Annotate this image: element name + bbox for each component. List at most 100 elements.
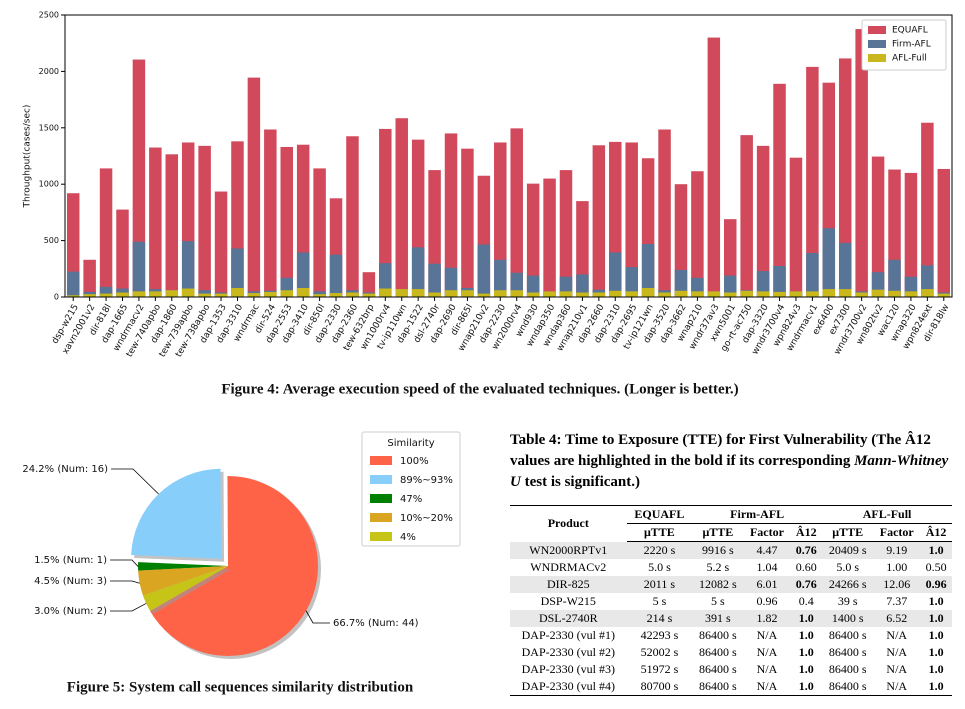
bar (132, 59, 146, 297)
bar (280, 146, 293, 297)
figure-caption: Figure 5: System call sequences similari… (67, 679, 414, 695)
caption-part: Table 4: Time to Exposure (TTE) for Firs… (510, 432, 931, 469)
leader-line (110, 559, 139, 567)
table-cell: 2220 s (626, 541, 693, 559)
bar (379, 288, 392, 297)
table-cell: 1.0 (928, 628, 944, 642)
bar (329, 254, 343, 297)
table-cell: 6.01 (743, 576, 791, 593)
bar (477, 293, 491, 297)
bar (510, 128, 523, 297)
table-cell: 12.06 (873, 576, 921, 593)
caption-part: test is significant.) (520, 474, 641, 490)
legend-swatch (370, 456, 392, 465)
table-cell: DSL-2740R (510, 610, 627, 627)
bar (855, 29, 868, 297)
bar (444, 267, 458, 297)
bar (296, 287, 310, 297)
bar (904, 172, 918, 297)
bar (280, 290, 293, 297)
legend-label: Firm-AFL (892, 40, 931, 50)
table-cell: 5 s (652, 594, 667, 608)
bar (116, 209, 129, 297)
table-cell: 0.76 (790, 541, 823, 559)
table-cell: 1.0 (798, 628, 814, 642)
table-cell: 1.0 (790, 678, 823, 696)
figure-caption: Figure 4: Average execution speed of the… (221, 381, 738, 397)
bar (66, 193, 80, 297)
table-cell: 1.0 (928, 662, 944, 676)
table-cell: 1.0 (920, 541, 952, 559)
y-tick-label: 0 (54, 293, 59, 302)
table-cell: 1.0 (920, 678, 952, 696)
table-cell: 1.0 (790, 610, 823, 627)
bar (789, 291, 803, 297)
legend-label: EQUAFL (892, 26, 928, 36)
table-cell: 1.0 (798, 662, 814, 676)
bar (99, 168, 113, 297)
legend-label: 100% (400, 456, 429, 467)
bar (921, 122, 934, 297)
table-cell: 391 s (692, 610, 744, 627)
y-tick-label: 2500 (39, 11, 59, 20)
bar (871, 156, 885, 297)
y-tick-label: 1000 (39, 180, 59, 189)
table-cell: 0.76 (790, 576, 823, 593)
table-row: DSL-2740R 214 s 391 s 1.82 1.0 1400 s 6.52 1.0 (510, 610, 952, 627)
bar (132, 291, 146, 297)
bar (313, 294, 326, 297)
bar (99, 286, 113, 297)
table-4: Table 4: Time to Exposure (TTE) for Firs… (510, 430, 952, 696)
table-cell: DSP-W215 (540, 594, 596, 608)
bar (641, 243, 655, 297)
bar (937, 168, 951, 297)
table-cell: 5.2 s (706, 560, 730, 574)
bar (526, 292, 540, 297)
bar (198, 145, 211, 297)
legend-swatch (370, 494, 392, 503)
subheader-row: μTTE μTTE Factor Â12 μTTE Factor Â12 (510, 523, 952, 542)
table-cell: 9916 s (692, 541, 744, 559)
table-caption: Table 4: Time to Exposure (TTE) for Firs… (510, 430, 952, 493)
bar (83, 259, 96, 297)
y-tick-label: 2000 (39, 67, 59, 76)
pie-slice (138, 566, 228, 596)
bar (674, 269, 688, 297)
table-cell: N/A (756, 662, 778, 676)
bar (855, 292, 868, 297)
bar (214, 191, 228, 297)
bar (773, 83, 786, 297)
table-cell: N/A (873, 678, 921, 696)
header-cell: EQUAFL (626, 505, 693, 524)
table-cell: 0.96 (756, 594, 778, 608)
bar (543, 178, 556, 297)
bar (510, 290, 523, 297)
subheader-cell: Â12 (920, 523, 952, 542)
table-row: DSP-W215 5 s 5 s 0.96 0.4 39 s 7.37 1.0 (510, 593, 952, 610)
pie-slice (138, 562, 228, 571)
bar (576, 292, 589, 297)
bar (494, 290, 507, 297)
bar (395, 289, 408, 297)
bar (494, 259, 507, 297)
bar (99, 293, 113, 297)
bar (691, 171, 704, 297)
table-cell: 1.0 (928, 594, 944, 608)
table-cell: 214 s (626, 610, 693, 627)
bar (494, 142, 507, 297)
table-cell: WN2000RPTv1 (510, 541, 627, 559)
bar (264, 129, 277, 297)
table-cell: 42293 s (640, 628, 679, 642)
subheader-cell: Factor (743, 523, 791, 542)
table-cell: N/A (886, 645, 908, 659)
table-cell: DAP-2330 (vul #4) (510, 678, 627, 696)
table-cell: 86400 s (692, 678, 744, 696)
bar (181, 241, 195, 297)
bar (379, 128, 392, 297)
table-row: DAP-2330 (vul #4) 80700 s 86400 s N/A 1.0 864… (510, 678, 952, 696)
bar (411, 247, 425, 297)
bar (838, 242, 852, 297)
bar (592, 145, 606, 297)
subheader-cell: μTTE (626, 523, 693, 542)
bar (477, 244, 491, 297)
